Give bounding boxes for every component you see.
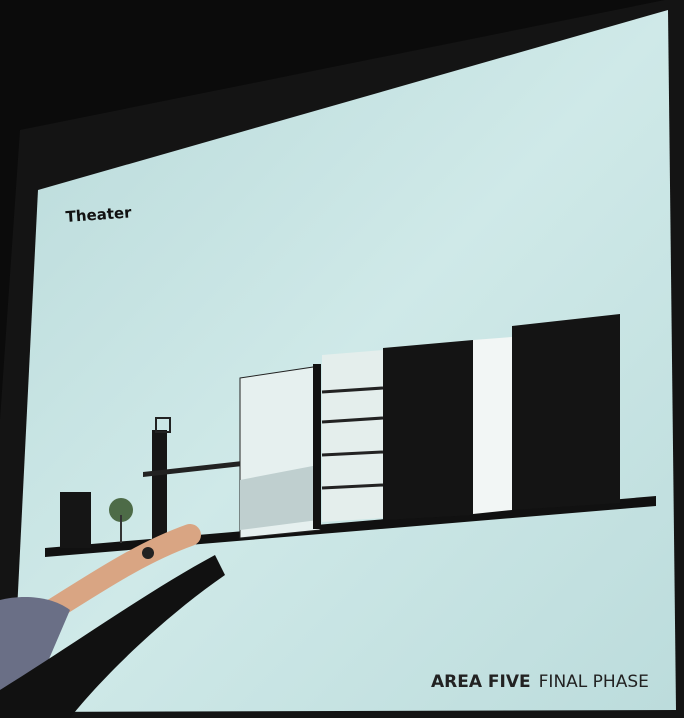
photo: Theater AREA FIVEFINAL PHASE — [0, 0, 684, 718]
stack — [322, 350, 383, 522]
wall — [313, 364, 321, 529]
dark-volume — [383, 340, 473, 520]
slide-footer: AREA FIVE FINAL PHASE — [431, 672, 649, 692]
page: Theater AREA FIVEFINAL PHASE (() => { co… — [0, 0, 684, 718]
footer-phase: FINAL PHASE — [539, 672, 649, 692]
tower — [152, 430, 167, 540]
block — [60, 492, 91, 548]
dark-volume — [512, 314, 620, 510]
footer-project: AREA FIVE — [431, 672, 531, 692]
light-volume — [473, 337, 512, 514]
watch — [142, 547, 154, 559]
